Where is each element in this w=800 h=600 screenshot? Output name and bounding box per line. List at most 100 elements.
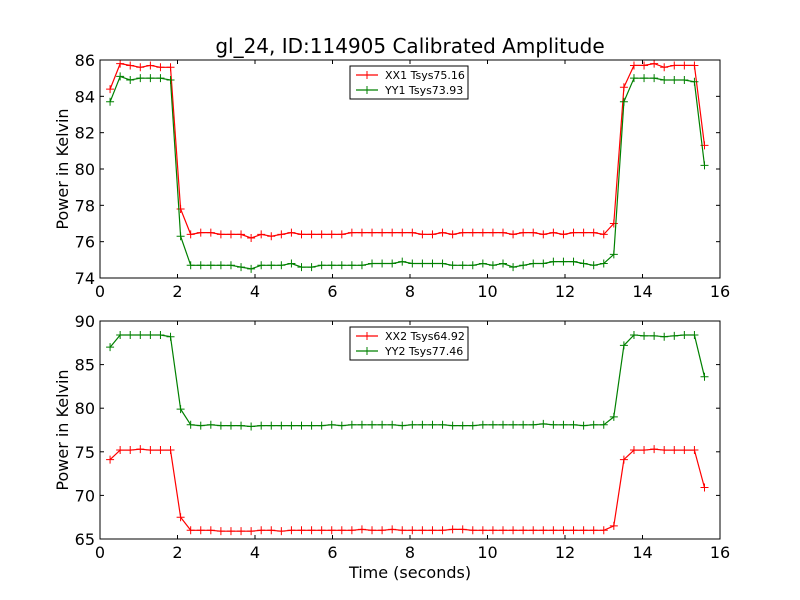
data-point-marker: [146, 330, 155, 339]
data-point-marker: [488, 526, 497, 535]
y-tick-label: 80: [75, 160, 95, 179]
data-point-marker: [599, 526, 608, 535]
x-tick-label: 4: [250, 282, 260, 301]
data-point-marker: [297, 263, 306, 272]
data-point-marker: [690, 77, 699, 86]
data-point-marker: [327, 420, 336, 429]
data-point-marker: [619, 83, 628, 92]
data-point-marker: [277, 230, 286, 239]
data-point-marker: [237, 230, 246, 239]
data-point-marker: [680, 446, 689, 455]
data-point-marker: [428, 230, 437, 239]
data-point-marker: [428, 420, 437, 429]
data-point-marker: [448, 261, 457, 270]
data-point-marker: [337, 261, 346, 270]
chart-title: gl_24, ID:114905 Calibrated Amplitude: [215, 34, 604, 58]
data-point-marker: [368, 228, 377, 237]
data-point-marker: [559, 230, 568, 239]
data-point-marker: [569, 228, 578, 237]
data-point-marker: [347, 526, 356, 535]
data-point-marker: [216, 421, 225, 430]
y-tick-label: 75: [75, 443, 95, 462]
data-point-marker: [468, 421, 477, 430]
data-point-marker: [519, 228, 528, 237]
data-point-marker: [468, 228, 477, 237]
data-point-marker: [146, 61, 155, 70]
data-point-marker: [257, 526, 266, 535]
data-point-marker: [116, 60, 125, 68]
data-point-marker: [650, 445, 659, 454]
data-point-marker: [216, 230, 225, 239]
data-point-marker: [700, 161, 709, 170]
data-point-marker: [418, 526, 427, 535]
data-point-marker: [549, 526, 558, 535]
data-point-marker: [569, 257, 578, 266]
data-point-marker: [317, 526, 326, 535]
data-point-marker: [216, 527, 225, 536]
data-point-marker: [700, 372, 709, 381]
data-point-marker: [559, 420, 568, 429]
data-point-marker: [327, 261, 336, 270]
data-point-marker: [619, 455, 628, 464]
data-point-marker: [166, 332, 175, 341]
data-point-marker: [488, 228, 497, 237]
data-point-marker: [156, 446, 165, 455]
data-point-marker: [650, 74, 659, 83]
x-tick-label: 12: [555, 543, 575, 562]
data-point-marker: [226, 527, 235, 536]
series-yy-panel-1: [106, 330, 709, 431]
data-point-marker: [388, 259, 397, 268]
x-tick-label: 12: [555, 282, 575, 301]
data-point-marker: [579, 228, 588, 237]
data-point-marker: [388, 525, 397, 534]
data-point-marker: [398, 228, 407, 237]
data-point-marker: [226, 421, 235, 430]
data-point-marker: [589, 228, 598, 237]
data-point-marker: [478, 526, 487, 535]
data-point-marker: [670, 446, 679, 455]
x-tick-label: 8: [405, 543, 415, 562]
data-point-marker: [206, 420, 215, 429]
data-point-marker: [478, 228, 487, 237]
data-point-marker: [609, 412, 618, 421]
data-point-marker: [337, 526, 346, 535]
data-point-marker: [196, 421, 205, 430]
series-xx-panel-1: [106, 445, 709, 536]
data-point-marker: [438, 526, 447, 535]
data-point-marker: [206, 526, 215, 535]
data-point-marker: [478, 420, 487, 429]
data-point-marker: [297, 230, 306, 239]
data-point-marker: [297, 526, 306, 535]
legend-frame: [349, 65, 469, 100]
data-point-marker: [337, 230, 346, 239]
data-point-marker: [609, 219, 618, 228]
data-point-marker: [196, 261, 205, 270]
data-point-marker: [106, 455, 115, 464]
y-axis-label: Power in Kelvin: [53, 369, 72, 490]
legend-frame: [349, 326, 469, 361]
data-point-marker: [680, 61, 689, 70]
data-point-marker: [146, 446, 155, 455]
data-point-marker: [206, 228, 215, 237]
data-point-marker: [307, 526, 316, 535]
data-point-marker: [398, 421, 407, 430]
data-point-marker: [418, 259, 427, 268]
data-point-marker: [458, 421, 467, 430]
data-point-marker: [690, 61, 699, 70]
data-point-marker: [106, 343, 115, 352]
x-tick-label: 2: [172, 543, 182, 562]
data-point-marker: [539, 526, 548, 535]
data-point-marker: [408, 228, 417, 237]
data-point-marker: [267, 421, 276, 430]
data-point-marker: [136, 74, 145, 83]
data-point-marker: [186, 420, 195, 429]
data-point-marker: [650, 331, 659, 340]
data-point-marker: [519, 526, 528, 535]
data-point-marker: [579, 526, 588, 535]
data-point-marker: [398, 257, 407, 266]
data-point-marker: [539, 259, 548, 268]
data-point-marker: [529, 259, 538, 268]
series-line: [109, 448, 706, 532]
data-point-marker: [136, 330, 145, 339]
data-point-marker: [378, 420, 387, 429]
